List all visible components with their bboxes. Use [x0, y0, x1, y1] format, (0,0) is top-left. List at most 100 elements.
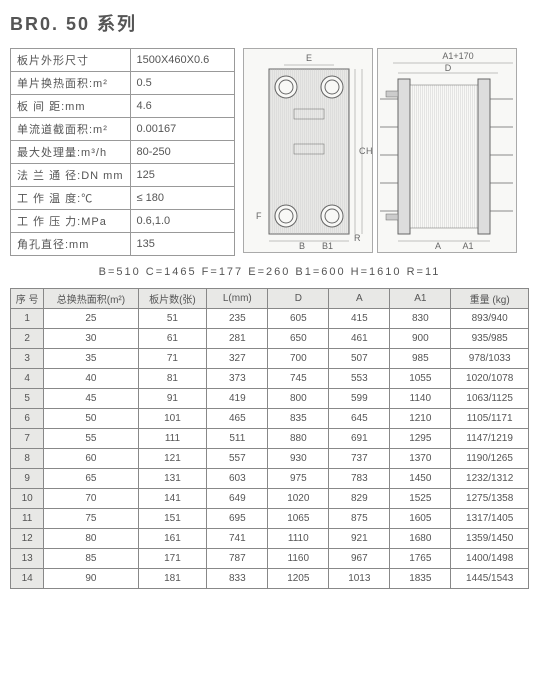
- table-cell: 1013: [329, 569, 390, 589]
- column-header: 板片数(张): [138, 289, 207, 309]
- spec-value: ≤ 180: [130, 187, 235, 210]
- table-cell: 81: [138, 369, 207, 389]
- spec-value: 4.6: [130, 95, 235, 118]
- table-row: 86012155793073713701190/1265: [11, 449, 529, 469]
- row-number: 9: [11, 469, 44, 489]
- table-cell: 875: [329, 509, 390, 529]
- table-cell: 71: [138, 349, 207, 369]
- spec-table: 板片外形尺寸1500X460X0.6单片换热面积:m²0.5板 间 距:mm4.…: [10, 48, 235, 256]
- table-cell: 235: [207, 309, 268, 329]
- table-cell: 967: [329, 549, 390, 569]
- spec-value: 0.00167: [130, 118, 235, 141]
- row-number: 12: [11, 529, 44, 549]
- table-cell: 978/1033: [451, 349, 529, 369]
- table-cell: 1105/1171: [451, 409, 529, 429]
- table-cell: 419: [207, 389, 268, 409]
- table-cell: 1317/1405: [451, 509, 529, 529]
- svg-text:D: D: [445, 63, 452, 73]
- table-cell: 833: [207, 569, 268, 589]
- table-cell: 985: [390, 349, 451, 369]
- table-cell: 1605: [390, 509, 451, 529]
- spec-value: 125: [130, 164, 235, 187]
- table-cell: 415: [329, 309, 390, 329]
- spec-row: 单片换热面积:m²0.5: [11, 72, 235, 95]
- table-cell: 787: [207, 549, 268, 569]
- table-cell: 70: [44, 489, 138, 509]
- table-cell: 649: [207, 489, 268, 509]
- table-cell: 603: [207, 469, 268, 489]
- table-cell: 121: [138, 449, 207, 469]
- table-cell: 1450: [390, 469, 451, 489]
- table-cell: 737: [329, 449, 390, 469]
- spec-label: 工 作 压 力:MPa: [11, 210, 131, 233]
- table-cell: 1065: [268, 509, 329, 529]
- row-number: 6: [11, 409, 44, 429]
- table-cell: 1680: [390, 529, 451, 549]
- table-cell: 880: [268, 429, 329, 449]
- table-cell: 1055: [390, 369, 451, 389]
- svg-text:F: F: [256, 211, 262, 221]
- table-cell: 65: [44, 469, 138, 489]
- spec-label: 单片换热面积:m²: [11, 72, 131, 95]
- spec-value: 135: [130, 233, 235, 256]
- column-header: A: [329, 289, 390, 309]
- spec-label: 板片外形尺寸: [11, 49, 131, 72]
- svg-text:E: E: [306, 53, 312, 63]
- table-cell: 511: [207, 429, 268, 449]
- table-cell: 1210: [390, 409, 451, 429]
- spec-label: 角孔直径:mm: [11, 233, 131, 256]
- table-cell: 1205: [268, 569, 329, 589]
- column-header: D: [268, 289, 329, 309]
- table-cell: 101: [138, 409, 207, 429]
- table-cell: 75: [44, 509, 138, 529]
- table-cell: 893/940: [451, 309, 529, 329]
- table-row: 5459141980059911401063/1125: [11, 389, 529, 409]
- table-cell: 1400/1498: [451, 549, 529, 569]
- table-cell: 691: [329, 429, 390, 449]
- spec-row: 工 作 压 力:MPa0.6,1.0: [11, 210, 235, 233]
- spec-row: 角孔直径:mm135: [11, 233, 235, 256]
- table-cell: 975: [268, 469, 329, 489]
- table-cell: 783: [329, 469, 390, 489]
- table-row: 1175151695106587516051317/1405: [11, 509, 529, 529]
- table-cell: 85: [44, 549, 138, 569]
- table-cell: 161: [138, 529, 207, 549]
- spec-value: 0.6,1.0: [130, 210, 235, 233]
- spec-row: 板 间 距:mm4.6: [11, 95, 235, 118]
- top-section: 板片外形尺寸1500X460X0.6单片换热面积:m²0.5板 间 距:mm4.…: [10, 48, 529, 256]
- table-cell: 465: [207, 409, 268, 429]
- table-cell: 605: [268, 309, 329, 329]
- table-cell: 91: [138, 389, 207, 409]
- row-number: 2: [11, 329, 44, 349]
- table-cell: 745: [268, 369, 329, 389]
- table-cell: 1110: [268, 529, 329, 549]
- table-cell: 1359/1450: [451, 529, 529, 549]
- table-row: 75511151188069112951147/1219: [11, 429, 529, 449]
- table-cell: 131: [138, 469, 207, 489]
- table-row: 14901818331205101318351445/1543: [11, 569, 529, 589]
- table-cell: 25: [44, 309, 138, 329]
- table-cell: 1525: [390, 489, 451, 509]
- table-cell: 1445/1543: [451, 569, 529, 589]
- svg-text:A1: A1: [462, 241, 473, 251]
- table-cell: 1140: [390, 389, 451, 409]
- table-cell: 30: [44, 329, 138, 349]
- spec-label: 工 作 温 度:℃: [11, 187, 131, 210]
- table-cell: 51: [138, 309, 207, 329]
- spec-row: 板片外形尺寸1500X460X0.6: [11, 49, 235, 72]
- svg-text:B: B: [299, 241, 305, 251]
- diagram-area: E F C H B B1 R: [243, 48, 529, 256]
- table-cell: 930: [268, 449, 329, 469]
- table-cell: 553: [329, 369, 390, 389]
- table-cell: 461: [329, 329, 390, 349]
- table-cell: 650: [268, 329, 329, 349]
- spec-label: 板 间 距:mm: [11, 95, 131, 118]
- row-number: 11: [11, 509, 44, 529]
- table-cell: 373: [207, 369, 268, 389]
- table-cell: 1020/1078: [451, 369, 529, 389]
- column-header: 总换热面积(m²): [44, 289, 138, 309]
- spec-row: 工 作 温 度:℃≤ 180: [11, 187, 235, 210]
- table-cell: 111: [138, 429, 207, 449]
- table-cell: 1295: [390, 429, 451, 449]
- table-cell: 1020: [268, 489, 329, 509]
